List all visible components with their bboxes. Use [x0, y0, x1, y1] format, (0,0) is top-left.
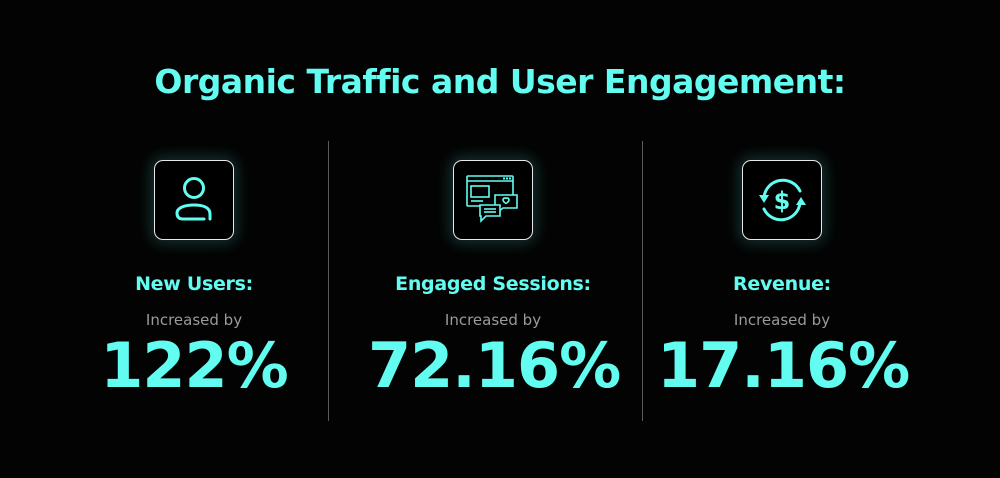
user-icon	[175, 177, 212, 221]
metric-label: New Users:	[135, 273, 253, 295]
metric-new-users: New Users: Increased by 122%	[94, 160, 294, 401]
icon-box	[154, 160, 234, 240]
metric-value: 17.16%	[657, 329, 910, 402]
metric-value: 122%	[100, 329, 289, 402]
metric-subtitle: Increased by	[145, 311, 243, 329]
metric-engaged-sessions: Engaged Sessions: Increased by 72.16%	[368, 160, 621, 402]
metric-label: Engaged Sessions:	[395, 273, 591, 295]
svg-text:$: $	[774, 187, 791, 215]
metric-value: 72.16%	[368, 329, 621, 402]
divider	[328, 141, 329, 421]
page-title: Organic Traffic and User Engagement:	[154, 62, 846, 101]
icon-box: $	[742, 160, 822, 240]
divider	[642, 141, 643, 421]
engagement-chat-icon	[466, 175, 518, 223]
metric-subtitle: Increased by	[733, 311, 831, 329]
icon-box	[453, 160, 533, 240]
metric-label: Revenue:	[733, 273, 831, 295]
metric-subtitle: Increased by	[444, 311, 542, 329]
dollar-cycle-icon: $	[759, 178, 806, 222]
metric-revenue: $ Revenue: Increased by 17.16%	[657, 160, 910, 402]
